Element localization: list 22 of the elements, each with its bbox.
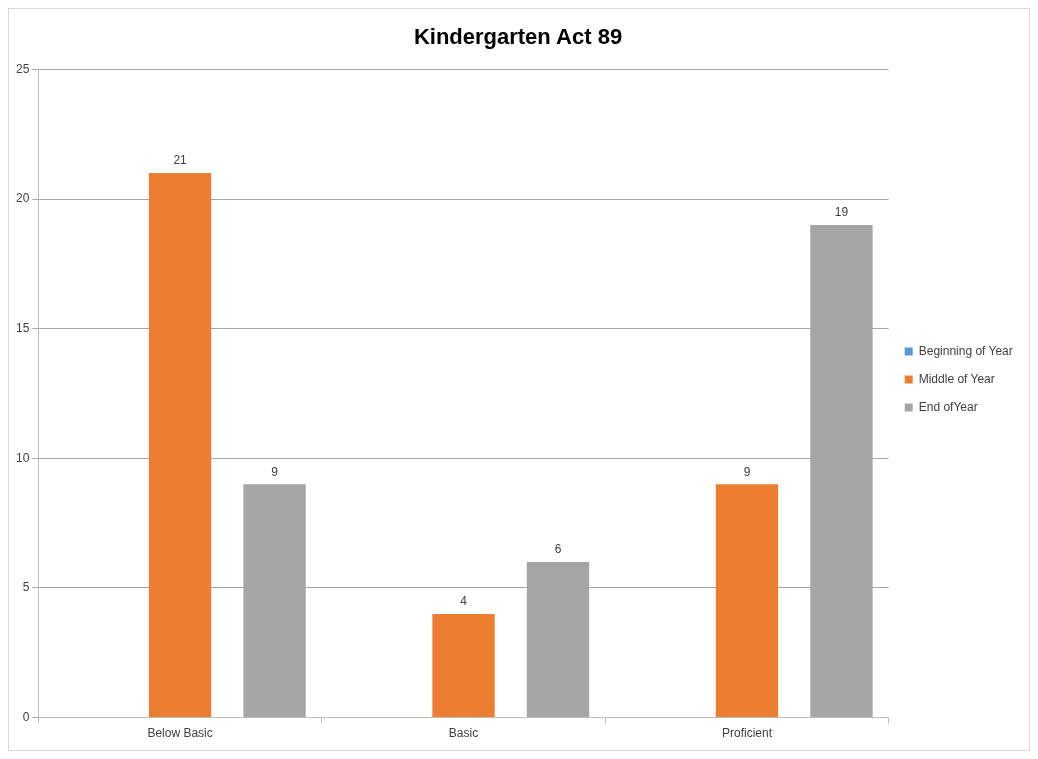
data-label: 9: [743, 464, 751, 479]
data-label: 9: [271, 464, 279, 479]
bar: [715, 484, 779, 718]
x-tick-label: Basic: [448, 726, 479, 741]
chart-title: Kindergarten Act 89: [413, 24, 623, 50]
x-tick-label: Proficient: [721, 726, 773, 741]
data-label: 6: [554, 542, 562, 557]
y-tick-label: 0: [22, 709, 30, 724]
legend-label: Middle of Year: [918, 371, 995, 386]
y-tick-label: 20: [15, 191, 30, 206]
legend-label: Beginning of Year: [918, 343, 1013, 358]
y-tick-label: 5: [22, 580, 30, 595]
legend-label: End ofYear: [918, 399, 978, 414]
y-tick-label: 15: [15, 320, 30, 335]
data-label: 4: [460, 594, 468, 609]
data-label: 21: [173, 153, 188, 168]
y-tick-label: 10: [15, 450, 30, 465]
y-tick-label: 25: [15, 61, 30, 76]
bar: [148, 173, 212, 718]
data-label: 19: [834, 205, 849, 220]
x-tick-label: Below Basic: [147, 726, 213, 741]
bar: [432, 613, 495, 718]
